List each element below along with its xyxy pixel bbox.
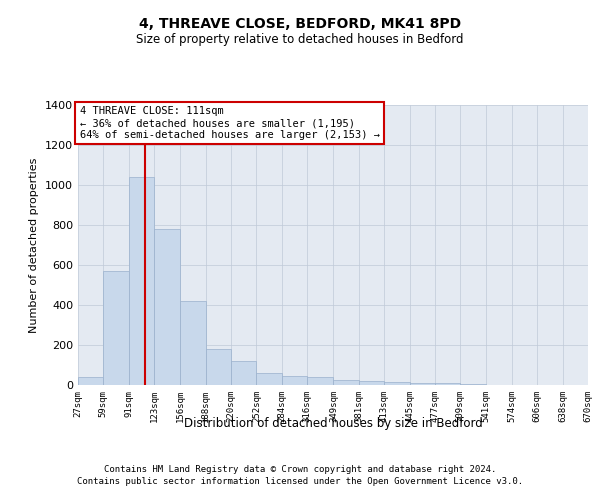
- Text: Contains HM Land Registry data © Crown copyright and database right 2024.: Contains HM Land Registry data © Crown c…: [104, 465, 496, 474]
- Bar: [384, 382, 410, 385]
- Text: Size of property relative to detached houses in Bedford: Size of property relative to detached ho…: [136, 32, 464, 46]
- Text: 4, THREAVE CLOSE, BEDFORD, MK41 8PD: 4, THREAVE CLOSE, BEDFORD, MK41 8PD: [139, 18, 461, 32]
- Text: Contains public sector information licensed under the Open Government Licence v3: Contains public sector information licen…: [77, 478, 523, 486]
- Bar: [181, 301, 206, 385]
- Bar: [435, 384, 460, 385]
- Bar: [256, 373, 282, 385]
- Bar: [231, 361, 256, 385]
- Bar: [206, 349, 231, 385]
- Bar: [307, 377, 334, 385]
- Bar: [334, 380, 359, 385]
- Bar: [460, 384, 485, 385]
- Bar: [78, 377, 103, 385]
- Bar: [410, 383, 435, 385]
- Y-axis label: Number of detached properties: Number of detached properties: [29, 158, 40, 332]
- Bar: [154, 229, 181, 385]
- Text: 4 THREAVE CLOSE: 111sqm
← 36% of detached houses are smaller (1,195)
64% of semi: 4 THREAVE CLOSE: 111sqm ← 36% of detache…: [80, 106, 380, 140]
- Bar: [103, 271, 129, 385]
- Bar: [282, 376, 307, 385]
- Bar: [359, 381, 384, 385]
- Text: Distribution of detached houses by size in Bedford: Distribution of detached houses by size …: [184, 418, 482, 430]
- Bar: [129, 177, 154, 385]
